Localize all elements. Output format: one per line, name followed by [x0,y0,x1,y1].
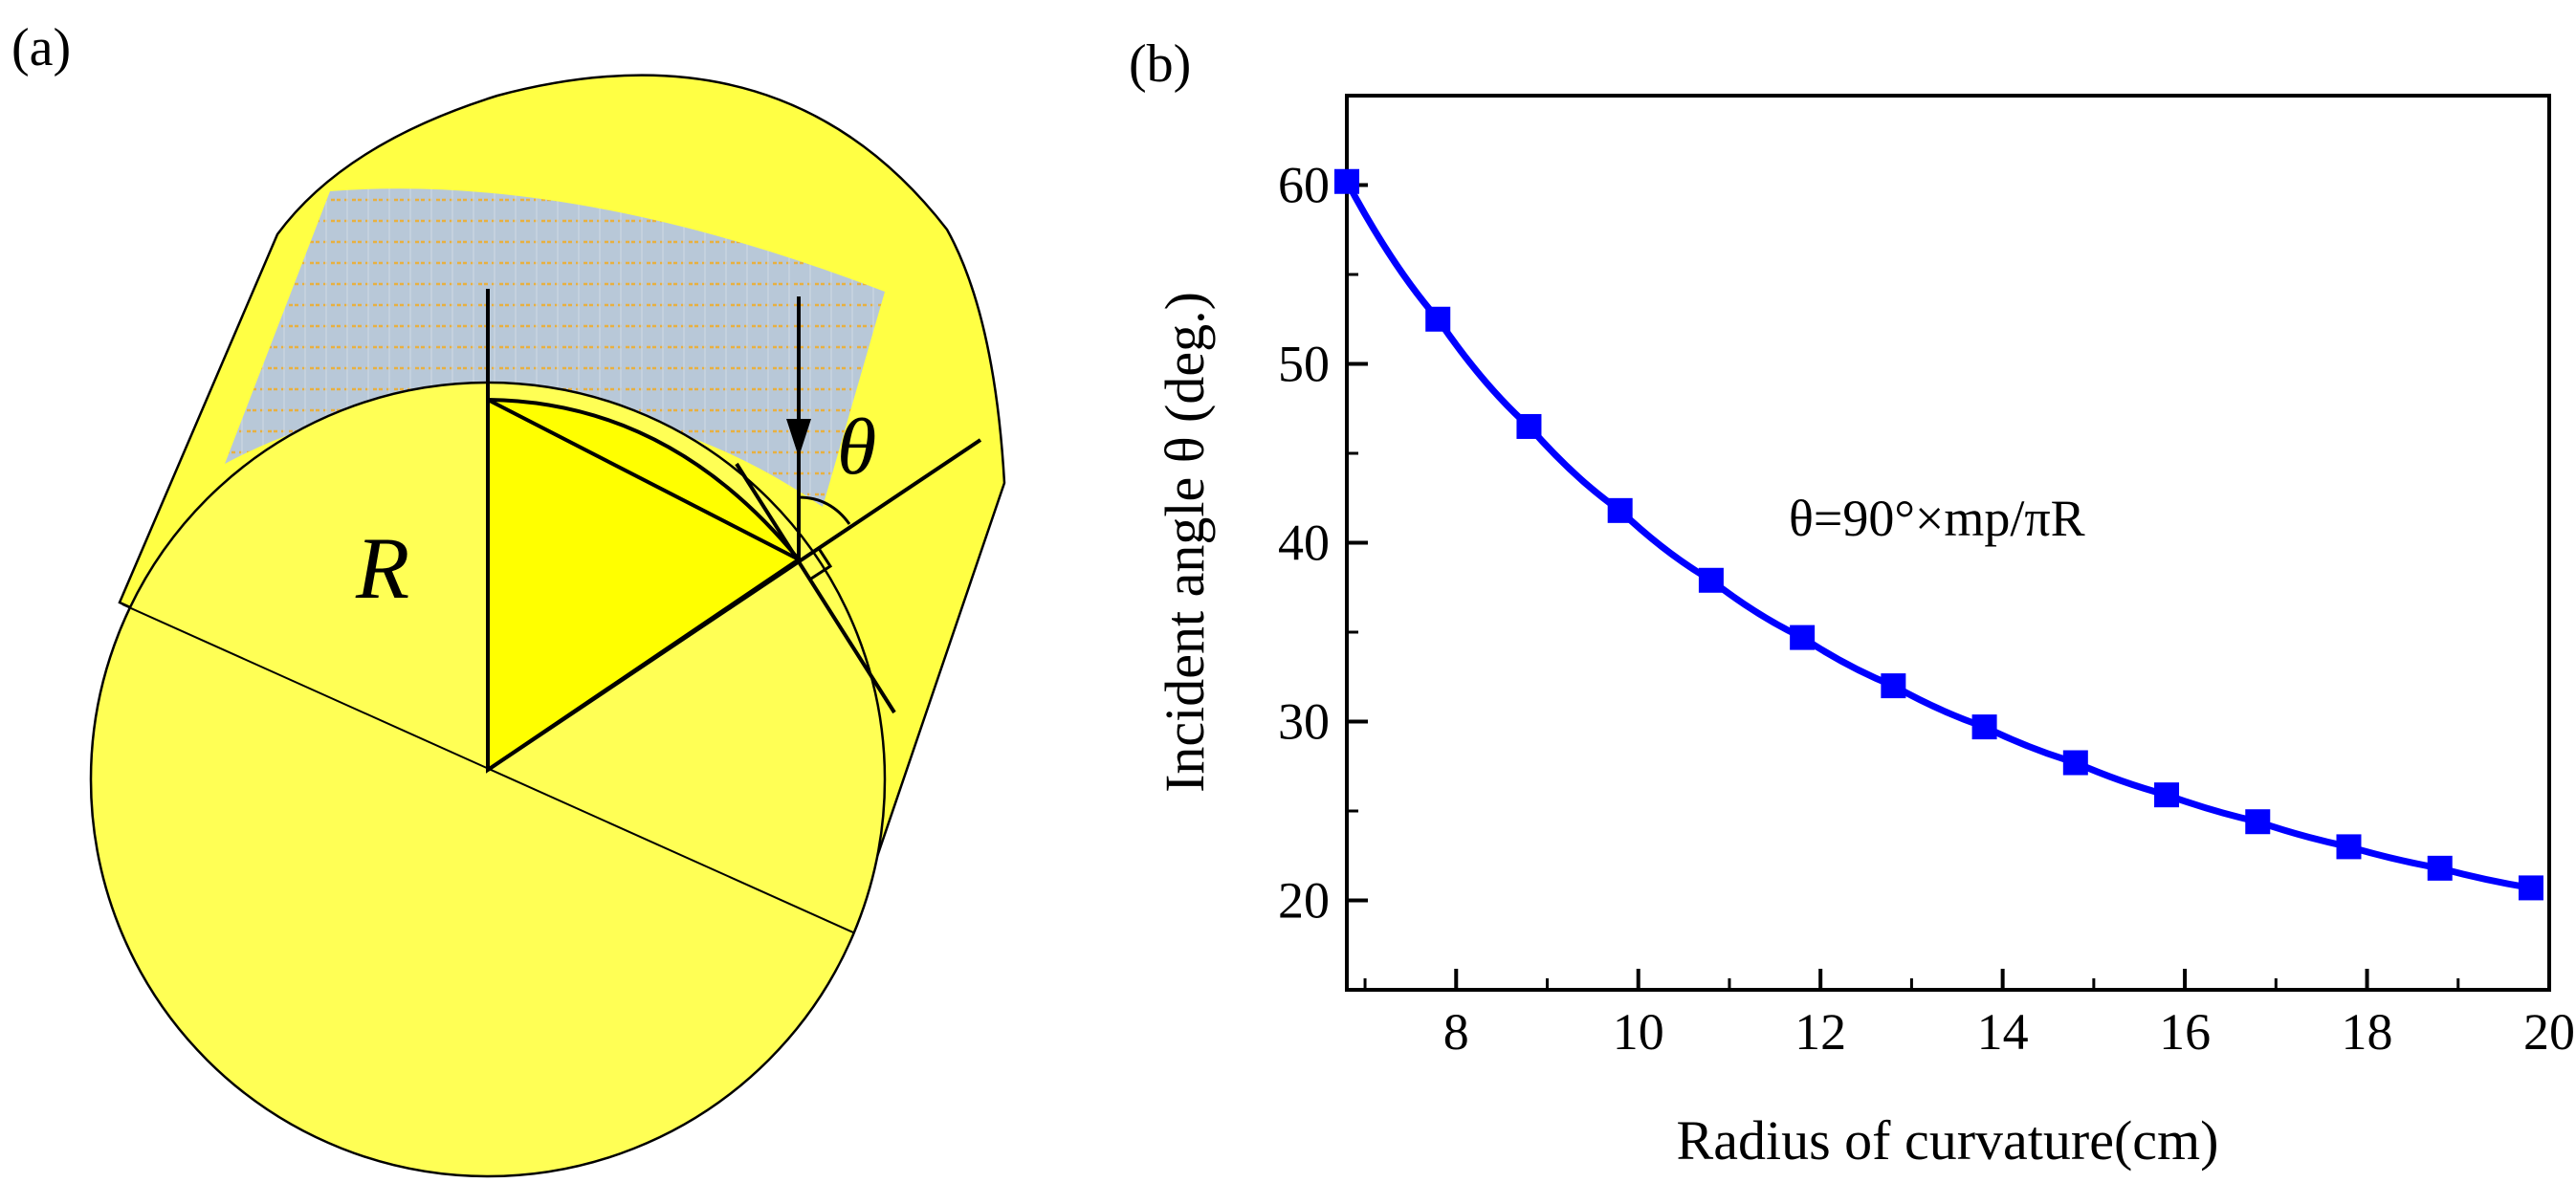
formula-annotation: θ=90°×mp/πR [1789,490,2085,547]
right-angle-marker [810,546,833,581]
data-point-7 [1971,714,1997,740]
x-axis-ticks [1363,969,2551,990]
data-point-9 [2154,782,2180,808]
data-point-10 [2245,809,2271,835]
chord-line [487,398,800,561]
data-point-11 [2336,834,2362,860]
y-tick-label-20: 20 [1278,872,1330,930]
data-point-1 [1425,306,1451,332]
x-tick-label-16: 16 [2159,1003,2211,1061]
incident-arrow-head [786,419,811,457]
y-axis-ticks [1347,183,1368,903]
y-tick-label-30: 30 [1278,693,1330,751]
x-tick-label-20: 20 [2523,1003,2575,1061]
curved-sheet [225,188,885,507]
data-point-4 [1698,567,1724,593]
x-axis-tick-labels: 8 10 12 14 16 18 20 [1443,1003,2575,1061]
x-tick-label-12: 12 [1794,1003,1846,1061]
data-point-0 [1334,168,1359,194]
sector-triangle [486,397,802,774]
data-point-12 [2427,855,2453,881]
panel-b-label: (b) [1129,34,1191,94]
panel-a-label: (a) [11,18,71,77]
y-tick-label-50: 50 [1278,336,1330,393]
data-point-13 [2518,875,2543,901]
angle-symbol: θ [837,403,876,492]
panel-b: (b) 8 10 12 14 16 18 20 20 30 40 50 60 θ=90°×mp/πR… [1129,34,2575,1172]
x-tick-label-8: 8 [1443,1003,1469,1061]
tangent-line [735,462,896,714]
panel-a: (a) R θ [11,18,1006,1178]
angle-arc [798,495,851,525]
radius-symbol: R [355,519,409,617]
series-markers [1334,168,2543,901]
y-tick-label-40: 40 [1278,515,1330,572]
x-tick-label-14: 14 [1977,1003,2029,1061]
y-axis-title: Incident angle θ (deg.) [1154,292,1216,793]
x-tick-label-18: 18 [2342,1003,2393,1061]
data-point-5 [1790,624,1816,650]
normal-line [486,438,982,772]
data-point-6 [1881,673,1906,699]
data-point-3 [1607,497,1633,523]
x-tick-label-10: 10 [1613,1003,1664,1061]
data-point-8 [2062,750,2088,776]
data-point-2 [1516,413,1542,439]
y-axis-tick-labels: 20 30 40 50 60 [1278,157,1330,930]
x-axis-title: Radius of curvature(cm) [1677,1109,2219,1172]
y-tick-label-60: 60 [1278,157,1330,214]
